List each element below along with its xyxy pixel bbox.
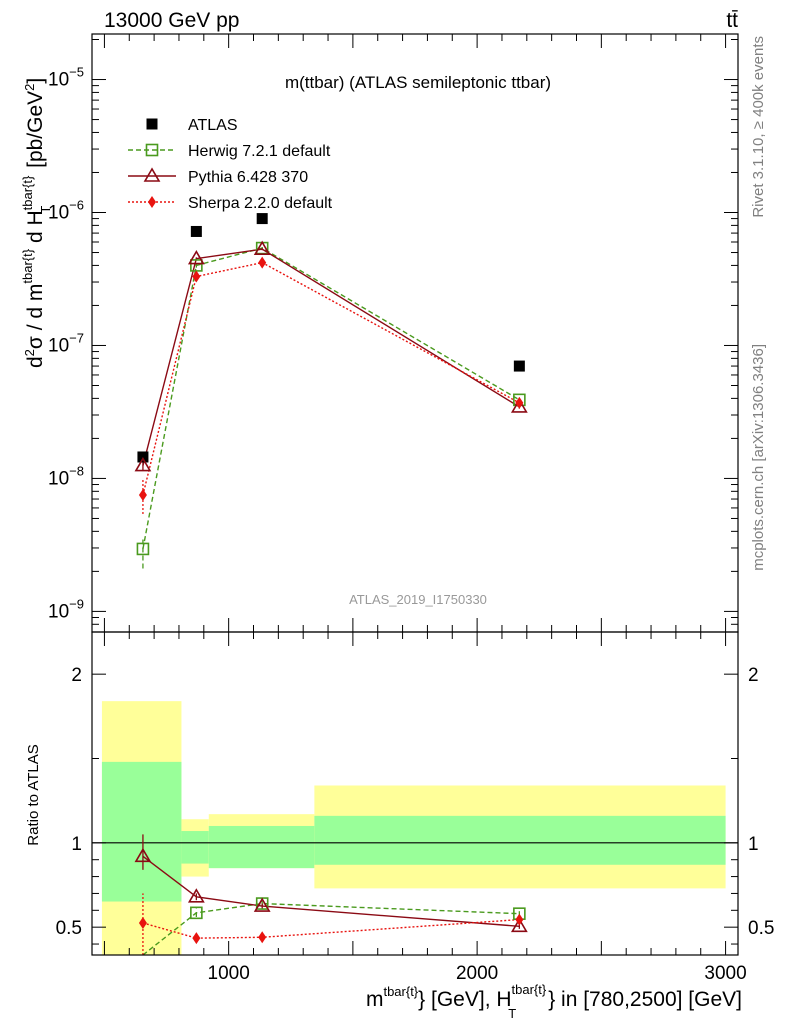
energy-label: 13000 GeV pp bbox=[104, 9, 239, 32]
ratio-ytick-label: 0.5 bbox=[56, 918, 82, 939]
main-ytick-label: 10−9 bbox=[48, 596, 84, 622]
ratio-xtick-label: 2000 bbox=[456, 963, 498, 984]
main-point-3-2 bbox=[258, 256, 267, 269]
main-title: m(ttbar) (ATLAS semileptonic ttbar) bbox=[285, 73, 551, 92]
ratio-point-1-2 bbox=[253, 897, 271, 912]
main-series-line-3 bbox=[142, 261, 520, 496]
legend-label-3: Sherpa 2.2.0 default bbox=[188, 195, 333, 212]
ratio-band-inner-3 bbox=[314, 815, 726, 865]
main-point-3-0 bbox=[138, 489, 147, 502]
ratio-point-1-0 bbox=[134, 847, 152, 863]
ratio-series-line-0 bbox=[142, 902, 520, 956]
ratio-point-0-1 bbox=[190, 906, 203, 920]
ratio-xtick-label: 1000 bbox=[208, 963, 250, 984]
ratio-band-inner-1 bbox=[181, 831, 209, 864]
main-ytick-label: 10−5 bbox=[48, 65, 84, 91]
mcplots-label: mcplots.cern.ch [arXiv:1306.3436] bbox=[750, 344, 767, 571]
xlabel: mtbar{t}} [GeV], Htbar{t} T} in [780,2500… bbox=[366, 982, 742, 1021]
main-point-2-3 bbox=[510, 398, 528, 413]
ratio-band-inner-0 bbox=[101, 761, 182, 902]
ratio-ytick-label: 1 bbox=[71, 834, 82, 855]
ratio-plot-area bbox=[92, 701, 738, 955]
ratio-ytick-label-right: 1 bbox=[748, 834, 759, 855]
analysis-id: ATLAS_2019_I1750330 bbox=[349, 592, 487, 607]
ratio-ytick-label-right: 2 bbox=[748, 665, 759, 686]
ratio-ylabel: Ratio to ATLAS bbox=[25, 744, 42, 845]
ratio-point-2-2 bbox=[258, 931, 267, 944]
svg-text:d2σ / d mtbar{t} d Htbar{t}T [: d2σ / d mtbar{t} d Htbar{t} T [pb/GeV2] bbox=[20, 78, 53, 368]
main-point-3-3 bbox=[515, 396, 524, 409]
legend-label-2: Pythia 6.428 370 bbox=[188, 169, 308, 186]
legend: ATLAS Herwig 7.2.1 default Pythia 6.428 37… bbox=[128, 117, 333, 212]
ratio-band-inner-2 bbox=[208, 825, 315, 869]
main-ytick-label: 10−8 bbox=[48, 463, 84, 489]
ratio-point-2-0 bbox=[138, 916, 147, 929]
main-point-0-3 bbox=[513, 360, 525, 372]
ratio-xtick-label: 3000 bbox=[704, 963, 746, 984]
svg-text:mtbar{t}} [GeV], Htbar{t}T} in: mtbar{t}} [GeV], Htbar{t} T} in [780,2500… bbox=[366, 982, 742, 1021]
legend-marker-3 bbox=[148, 196, 156, 208]
main-ytick-label: 10−7 bbox=[48, 330, 84, 356]
main-series-line-1 bbox=[142, 247, 520, 550]
ratio-ytick-label-right: 0.5 bbox=[748, 918, 774, 939]
main-point-3-1 bbox=[192, 270, 201, 283]
legend-label-0: ATLAS bbox=[188, 117, 238, 134]
rivet-label: Rivet 3.1.10, ≥ 400k events bbox=[750, 36, 767, 218]
ratio-point-1-1 bbox=[187, 888, 205, 903]
process-label: tt̄ bbox=[726, 9, 738, 32]
ratio-point-2-1 bbox=[192, 932, 201, 945]
legend-marker-2 bbox=[143, 167, 161, 182]
ratio-point-1-3 bbox=[510, 917, 528, 933]
ratio-series-line-2 bbox=[142, 918, 520, 939]
ratio-point-2-3 bbox=[515, 913, 524, 926]
main-point-0-1 bbox=[190, 225, 202, 237]
main-point-1-0 bbox=[136, 542, 150, 556]
main-point-2-2 bbox=[253, 240, 271, 255]
main-ytick-label: 10−6 bbox=[48, 197, 84, 223]
legend-marker-1 bbox=[145, 143, 159, 157]
main-ylabel: d2σ / d mtbar{t} d Htbar{t} T [pb/GeV2] bbox=[20, 78, 53, 368]
legend-marker-0 bbox=[146, 118, 158, 130]
ratio-ytick-label: 2 bbox=[71, 665, 82, 686]
main-point-2-1 bbox=[187, 250, 205, 265]
main-series-line-2 bbox=[142, 248, 520, 466]
main-point-0-2 bbox=[256, 213, 268, 225]
main-point-2-0 bbox=[134, 456, 152, 472]
ratio-panel-frame bbox=[91, 631, 739, 956]
legend-label-1: Herwig 7.2.1 default bbox=[188, 143, 331, 160]
ratio-series-line-1 bbox=[142, 855, 520, 928]
